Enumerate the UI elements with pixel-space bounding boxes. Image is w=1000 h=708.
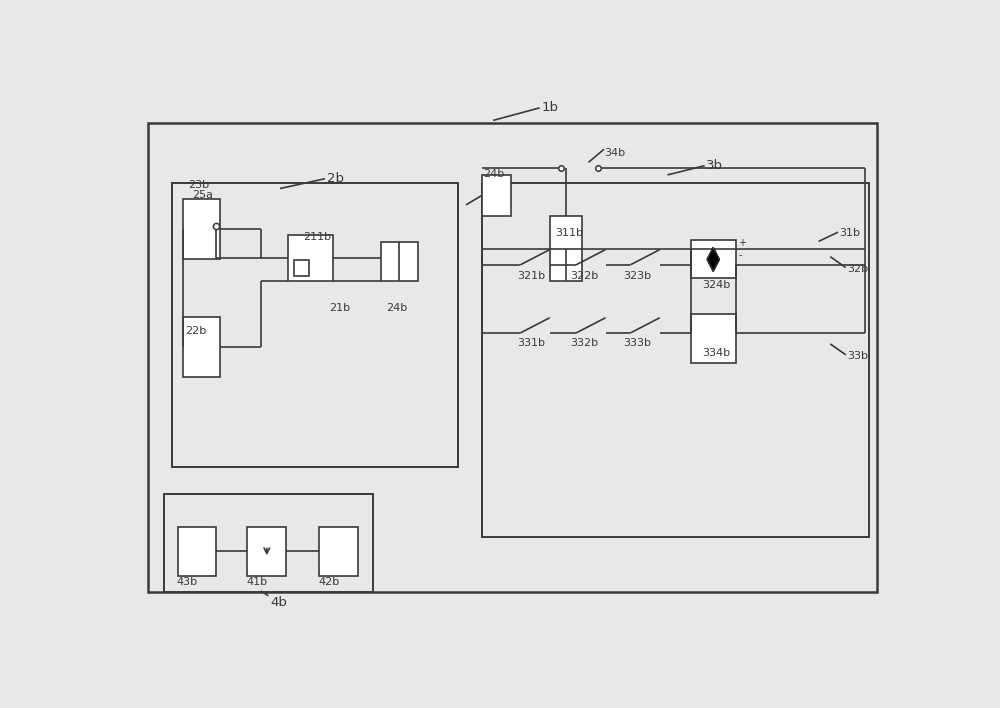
- Bar: [183, 316, 220, 377]
- Polygon shape: [707, 247, 719, 271]
- Text: 22b: 22b: [185, 326, 206, 336]
- Bar: [183, 200, 220, 259]
- Text: 334b: 334b: [702, 348, 730, 358]
- Bar: [178, 527, 216, 576]
- Bar: [691, 240, 736, 278]
- Text: 311b: 311b: [555, 229, 583, 239]
- Text: 21b: 21b: [329, 303, 350, 313]
- Text: 4b: 4b: [270, 595, 287, 609]
- Text: +: +: [738, 238, 746, 248]
- Text: 2b: 2b: [326, 172, 344, 185]
- Bar: [288, 235, 333, 281]
- Text: 32b: 32b: [847, 264, 868, 274]
- Text: 24b: 24b: [386, 303, 407, 313]
- Text: 23b: 23b: [189, 180, 210, 190]
- Text: 34b: 34b: [604, 148, 625, 158]
- Text: 43b: 43b: [177, 577, 198, 587]
- Text: 42b: 42b: [318, 577, 339, 587]
- Bar: [148, 123, 877, 592]
- Bar: [381, 242, 418, 281]
- Text: 324b: 324b: [702, 280, 731, 290]
- Bar: [164, 494, 373, 592]
- Text: 1b: 1b: [542, 101, 559, 114]
- Text: 211b: 211b: [303, 232, 331, 242]
- Text: 323b: 323b: [623, 271, 651, 281]
- Text: 332b: 332b: [571, 338, 599, 348]
- Text: -: -: [738, 250, 742, 260]
- Bar: [550, 216, 582, 281]
- Text: 24b: 24b: [483, 169, 504, 179]
- Text: 31b: 31b: [840, 228, 861, 238]
- Text: 3b: 3b: [706, 159, 723, 172]
- Bar: [172, 183, 458, 467]
- Bar: [247, 527, 286, 576]
- Bar: [319, 527, 358, 576]
- Text: 33b: 33b: [847, 351, 868, 361]
- Bar: [691, 314, 736, 363]
- Text: 322b: 322b: [571, 271, 599, 281]
- Text: 41b: 41b: [247, 577, 268, 587]
- Bar: [482, 183, 869, 537]
- Text: 331b: 331b: [517, 338, 545, 348]
- Bar: [482, 175, 511, 216]
- Text: 333b: 333b: [623, 338, 651, 348]
- Bar: [294, 260, 309, 276]
- Text: 321b: 321b: [517, 271, 545, 281]
- Text: 25a: 25a: [192, 190, 213, 200]
